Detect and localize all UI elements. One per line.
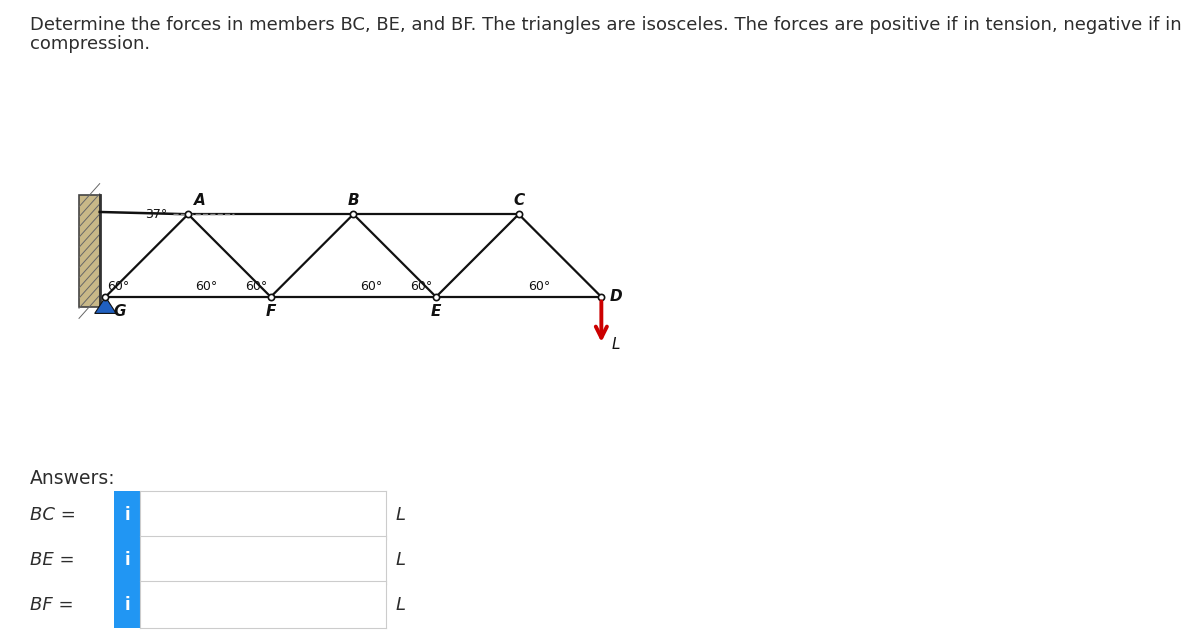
Text: E: E	[431, 304, 442, 320]
Text: i: i	[125, 551, 130, 569]
Text: 60°: 60°	[245, 279, 268, 293]
Text: G: G	[114, 304, 126, 320]
Text: B: B	[348, 193, 359, 209]
Text: i: i	[125, 506, 130, 524]
Text: 60°: 60°	[107, 279, 128, 293]
Text: 60°: 60°	[360, 279, 383, 293]
Text: i: i	[125, 595, 130, 614]
Text: L: L	[396, 551, 406, 569]
Text: 37°: 37°	[145, 208, 168, 221]
Text: L: L	[611, 338, 619, 352]
Text: 60°: 60°	[528, 279, 551, 293]
Text: A: A	[194, 193, 205, 209]
Text: Answers:: Answers:	[30, 469, 115, 488]
Text: 60°: 60°	[410, 279, 432, 293]
Text: F: F	[265, 304, 276, 320]
Text: BE =: BE =	[30, 551, 74, 569]
Text: compression.: compression.	[30, 35, 150, 53]
Polygon shape	[79, 195, 100, 307]
Text: C: C	[514, 193, 524, 209]
Polygon shape	[95, 297, 116, 313]
Text: 60°: 60°	[196, 279, 217, 293]
Text: BF =: BF =	[30, 595, 73, 614]
Text: L: L	[396, 506, 406, 524]
Text: L: L	[396, 595, 406, 614]
Text: Determine the forces in members BC, BE, and BF. The triangles are isosceles. The: Determine the forces in members BC, BE, …	[30, 16, 1182, 34]
Text: D: D	[610, 290, 623, 304]
Text: BC =: BC =	[30, 506, 76, 524]
